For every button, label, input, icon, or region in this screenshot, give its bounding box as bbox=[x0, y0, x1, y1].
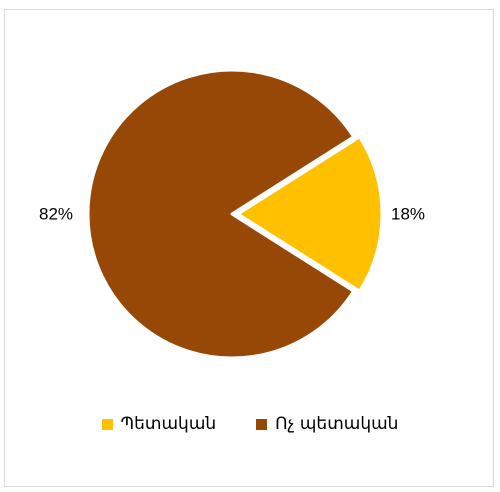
pie-slices bbox=[86, 68, 384, 360]
legend-swatch-non-state bbox=[256, 418, 268, 430]
pie-slice-non-state bbox=[86, 68, 356, 360]
legend-item-state: Պետական bbox=[101, 414, 217, 434]
pie-data-labels: 18% 82% bbox=[39, 205, 425, 224]
legend-swatch-state bbox=[101, 418, 113, 430]
legend-item-non-state: Ոչ պետական bbox=[256, 414, 398, 434]
pie-slice-state bbox=[236, 135, 384, 293]
legend: Պետական Ոչ պետական bbox=[0, 414, 500, 434]
legend-label-state: Պետական bbox=[120, 414, 217, 434]
data-label-non-state: 82% bbox=[39, 205, 73, 224]
legend-label-non-state: Ոչ պետական bbox=[275, 414, 399, 434]
data-label-state: 18% bbox=[391, 205, 425, 224]
